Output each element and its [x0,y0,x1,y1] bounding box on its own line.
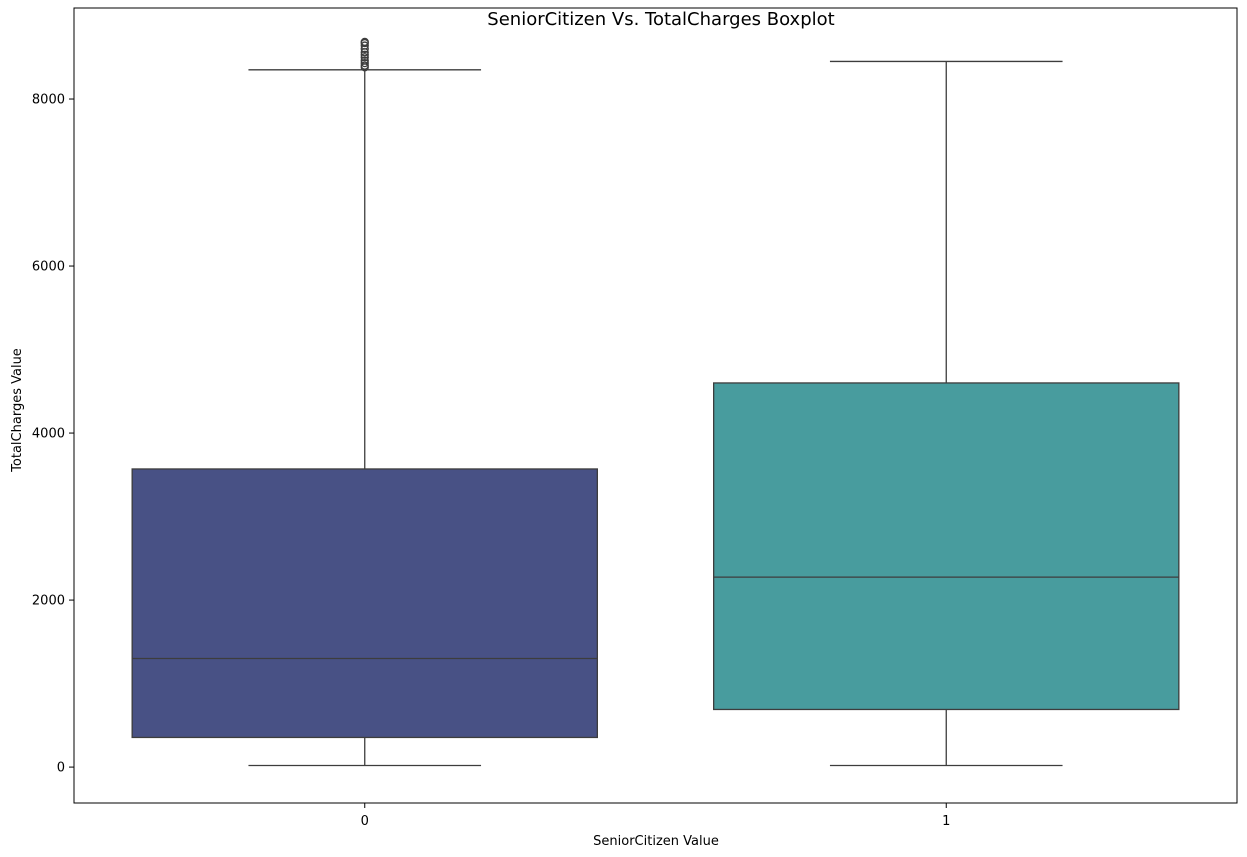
outlier-point [360,37,369,47]
x-axis-label: SeniorCitizen Value [593,834,719,849]
outlier-point [360,58,369,68]
plot-frame [73,7,1238,804]
x-tick-label: 0 [361,814,369,829]
chart-title: SeniorCitizen Vs. TotalCharges Boxplot [487,9,834,30]
outlier-point [360,53,369,62]
y-tick-label: 8000 [32,93,65,108]
plot-area: 0 2000 4000 6000 8000 0 1 [32,37,1180,829]
box-iqr [131,468,599,739]
y-tick-label: 2000 [32,594,65,609]
x-tick-label: 1 [942,814,950,829]
y-tick-label: 4000 [32,427,65,442]
outlier-point [360,41,369,50]
outlier-point [360,50,369,59]
y-tick-label: 6000 [32,260,65,275]
box-iqr [713,382,1180,711]
outlier-point [360,56,369,65]
y-axis-label: TotalCharges Value [10,348,25,473]
outlier-point [360,61,369,70]
y-tick-label: 0 [57,761,65,776]
